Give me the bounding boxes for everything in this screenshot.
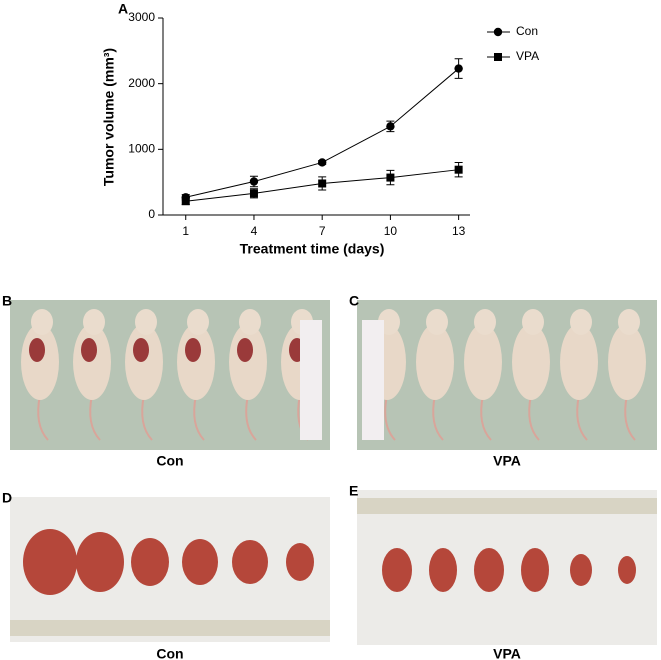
- y-tick-label: 0: [148, 207, 155, 221]
- tumor: [185, 338, 201, 362]
- mouse-body: [560, 324, 598, 400]
- panel-caption: Con: [156, 646, 183, 660]
- x-tick-label: 4: [251, 224, 258, 238]
- tumor: [618, 556, 636, 584]
- ruler: [10, 620, 330, 636]
- mouse-body: [125, 324, 163, 400]
- tumor: [521, 548, 549, 592]
- x-tick-label: 7: [319, 224, 326, 238]
- panel-caption: VPA: [493, 453, 521, 469]
- ruler: [357, 498, 657, 514]
- tumor: [570, 554, 592, 586]
- mouse-head: [426, 309, 448, 335]
- tumor: [131, 538, 169, 586]
- mouse-head: [187, 309, 209, 335]
- mouse-body: [229, 324, 267, 400]
- data-point: [386, 173, 395, 182]
- data-point: [181, 197, 190, 206]
- tumor: [237, 338, 253, 362]
- data-point: [317, 158, 327, 167]
- data-point: [249, 177, 259, 186]
- mouse-body: [608, 324, 646, 400]
- panel-caption: VPA: [493, 646, 521, 660]
- mouse-head: [135, 309, 157, 335]
- tumor: [286, 543, 314, 581]
- legend-marker: [493, 27, 503, 37]
- mouse-body: [512, 324, 550, 400]
- y-tick-label: 1000: [128, 142, 155, 156]
- mouse-body: [416, 324, 454, 400]
- tumor: [23, 529, 77, 595]
- legend-label: VPA: [516, 49, 539, 63]
- mouse-head: [83, 309, 105, 335]
- tumor: [133, 338, 149, 362]
- tumor: [232, 540, 268, 584]
- x-tick-label: 10: [384, 224, 398, 238]
- ruler: [300, 320, 322, 440]
- photo-panels: [10, 300, 657, 645]
- panel-label: D: [2, 490, 12, 506]
- panel-label: A: [118, 1, 128, 17]
- panel-label: C: [349, 293, 359, 309]
- tumor: [382, 548, 412, 592]
- data-point: [386, 122, 395, 131]
- mouse-head: [570, 309, 592, 335]
- mouse-body: [177, 324, 215, 400]
- mouse-head: [239, 309, 261, 335]
- mouse-head: [618, 309, 640, 335]
- legend-label: Con: [516, 24, 538, 38]
- x-axis-label: Treatment time (days): [240, 241, 385, 257]
- tumor: [76, 532, 124, 592]
- ruler: [362, 320, 384, 440]
- mouse-body: [73, 324, 111, 400]
- mouse-body: [464, 324, 502, 400]
- legend-marker: [494, 53, 502, 61]
- mouse-head: [31, 309, 53, 335]
- x-tick-label: 1: [182, 224, 189, 238]
- tumor: [182, 539, 218, 585]
- y-tick-label: 3000: [128, 10, 155, 24]
- tumor: [474, 548, 504, 592]
- tumor: [29, 338, 45, 362]
- panel-label: E: [349, 483, 358, 499]
- y-axis-label: Tumor volume (mm³): [101, 48, 117, 186]
- y-tick-label: 2000: [128, 76, 155, 90]
- data-point: [454, 64, 463, 73]
- panel-label: B: [2, 293, 12, 309]
- mouse-head: [474, 309, 496, 335]
- data-point: [318, 179, 327, 188]
- panel-caption: Con: [156, 453, 183, 469]
- mouse-body: [21, 324, 59, 400]
- photo: [357, 300, 657, 450]
- mouse-head: [522, 309, 544, 335]
- tumor: [81, 338, 97, 362]
- photo: [10, 300, 330, 450]
- x-tick-label: 13: [452, 224, 466, 238]
- tumor: [429, 548, 457, 592]
- data-point: [249, 189, 258, 198]
- data-point: [454, 165, 463, 174]
